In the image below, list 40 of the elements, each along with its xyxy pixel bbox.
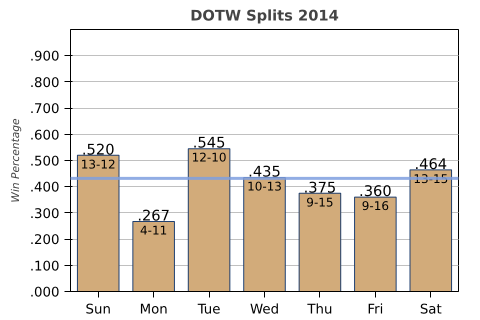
y-tick-label: .000: [30, 286, 60, 300]
data-label: .545: [192, 134, 226, 152]
bar: [243, 177, 286, 292]
x-tick-label: Fri: [367, 302, 384, 318]
y-tick-label: .800: [30, 76, 60, 91]
y-tick-label: .300: [30, 206, 60, 222]
annotation: 12-10: [192, 150, 227, 165]
annotation: 10-13: [247, 180, 282, 194]
bar: [76, 154, 120, 292]
y-tick-label: .500: [30, 154, 60, 170]
y-tick-label: .600: [30, 128, 60, 144]
annotation: 9-15: [306, 195, 334, 210]
x-tick-label: Thu: [306, 302, 332, 318]
data-label: .435: [248, 164, 281, 181]
data-label: .520: [82, 141, 115, 158]
annotation: 9-16: [362, 199, 389, 214]
annotation: 13-12: [80, 157, 116, 172]
data-label: .464: [414, 156, 448, 173]
bar: [188, 148, 230, 292]
x-tick-label: Sun: [86, 302, 111, 318]
chart-title: DOTW Splits 2014: [190, 8, 339, 24]
x-tick-label: Tue: [196, 302, 220, 318]
bar: [132, 221, 175, 292]
y-axis-title: Win Percentage: [8, 118, 22, 203]
bar: [354, 196, 397, 292]
x-tick-label: Mon: [140, 302, 168, 318]
data-label: .375: [304, 179, 336, 196]
bar: [298, 192, 342, 292]
x-tick-label: Sat: [420, 302, 442, 318]
y-tick-label: .100: [30, 259, 60, 274]
annotation: 4-11: [140, 224, 168, 238]
y-tick-label: .900: [30, 50, 60, 65]
data-label: .360: [359, 183, 392, 200]
y-tick-label: .700: [30, 102, 60, 118]
bar: [410, 169, 452, 292]
x-tick-label: Wed: [250, 302, 280, 318]
y-tick-label: .200: [30, 233, 60, 248]
y-tick-label: .400: [30, 180, 60, 196]
annotation: 13-15: [413, 172, 448, 186]
data-label: .267: [137, 208, 170, 225]
